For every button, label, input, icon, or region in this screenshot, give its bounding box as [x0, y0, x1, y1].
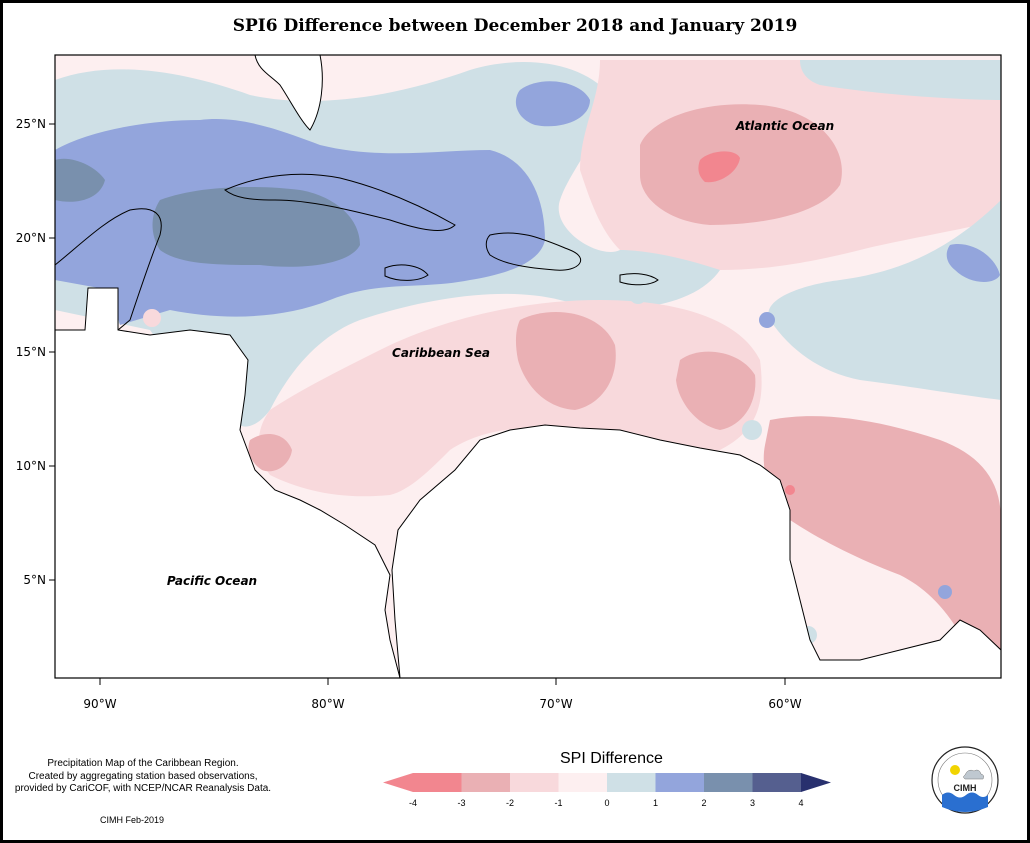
- lat-label: 10°N: [16, 459, 46, 473]
- spi-spot-pink-strong: [785, 485, 795, 495]
- lon-label: 80°W: [311, 697, 344, 711]
- footnote-line: Created by aggregating station based obs…: [28, 770, 258, 782]
- spi-spot-blue: [938, 585, 952, 599]
- map-title: SPI6 Difference between December 2018 an…: [232, 16, 798, 36]
- logo-text: CIMH: [954, 783, 977, 793]
- legend-swatch: [607, 773, 656, 792]
- spi-contour-blue: [515, 81, 590, 127]
- lon-label: 70°W: [539, 697, 572, 711]
- pacific-ocean-label: Pacific Ocean: [167, 574, 257, 588]
- legend-tick-label: 0: [604, 798, 609, 808]
- landmass-puerto-rico: [619, 273, 659, 286]
- sun-icon: [950, 765, 960, 775]
- cimh-logo: CIMH: [931, 746, 999, 814]
- wave-icon: [942, 792, 988, 812]
- landmass-yucatan: [55, 208, 162, 331]
- lat-label: 5°N: [23, 573, 46, 587]
- footnote: Precipitation Map of the Caribbean Regio…: [8, 758, 278, 796]
- legend-tick-label: 4: [798, 798, 803, 808]
- legend-tick-label: 3: [750, 798, 755, 808]
- map-border: [54, 54, 1002, 679]
- footnote-line: provided by CariCOF, with NCEP/NCAR Rean…: [14, 783, 272, 794]
- legend-tick-label: -1: [554, 798, 562, 808]
- lat-label: 20°N: [16, 231, 46, 245]
- legend-tick-label: -4: [409, 798, 417, 808]
- spi-contour-blue: [946, 244, 1000, 282]
- atlantic-ocean-label: Atlantic Ocean: [735, 119, 834, 133]
- lon-label: 60°W: [768, 697, 801, 711]
- legend-tick-label: 2: [701, 798, 706, 808]
- spi-contour-light-blue: [768, 200, 1001, 400]
- landmass-cuba: [224, 173, 456, 231]
- spi-contour-pink-medium: [763, 416, 1001, 678]
- spi-contour-pink: [258, 300, 762, 497]
- cloud-icon: [963, 769, 984, 780]
- legend-tick-label: 1: [653, 798, 658, 808]
- legend-swatch: [655, 773, 705, 792]
- landmass-jamaica: [384, 264, 429, 281]
- spi-contour-light-blue: [800, 60, 1001, 100]
- landmass-central-america: [55, 287, 401, 678]
- spi-contour-pink-medium: [248, 434, 292, 472]
- spi-contour-pink-medium: [676, 351, 756, 430]
- spi-contour-dark-blue: [152, 187, 360, 267]
- legend-swatch: [461, 773, 511, 792]
- legend-tick-label: -3: [457, 798, 465, 808]
- lon-label: 90°W: [83, 697, 116, 711]
- spi-contour-pink-medium: [515, 312, 616, 410]
- spi-contour-pink-medium: [640, 104, 842, 225]
- legend-colorbar: -4 -3 -2 -1 0 1 2 3 4: [383, 773, 831, 808]
- lat-label: 15°N: [16, 345, 46, 359]
- footnote-line: Precipitation Map of the Caribbean Regio…: [47, 758, 239, 769]
- lat-label: 25°N: [16, 117, 46, 131]
- spi-spot-light-blue: [742, 420, 762, 440]
- caribbean-sea-label: Caribbean Sea: [392, 346, 490, 360]
- legend-swatch: [752, 773, 802, 792]
- legend-swatch: [704, 773, 753, 792]
- legend-tick-label: -2: [506, 798, 514, 808]
- spi-contour-pink-strong: [698, 151, 740, 183]
- landmass-florida: [254, 55, 323, 131]
- spi-spot-light-blue: [629, 286, 647, 304]
- legend-arrow-low: [383, 773, 413, 792]
- landmass-hispaniola: [485, 232, 582, 271]
- legend-arrow-high: [801, 773, 831, 792]
- spi-contour-dark-blue: [55, 158, 105, 202]
- legend-swatch: [510, 773, 559, 792]
- lon-axis: 90°W 80°W 70°W 60°W: [83, 678, 802, 711]
- legend-swatch: [558, 773, 608, 792]
- legend-swatch: [413, 773, 462, 792]
- landmass-south-america: [391, 424, 1001, 678]
- lat-axis: 25°N 20°N 15°N 10°N 5°N: [16, 117, 55, 587]
- credit-text: CIMH Feb-2019: [100, 815, 165, 825]
- legend-title: SPI Difference: [560, 750, 663, 767]
- spi-spot-pink: [143, 309, 161, 327]
- spi-spot-blue: [759, 312, 775, 328]
